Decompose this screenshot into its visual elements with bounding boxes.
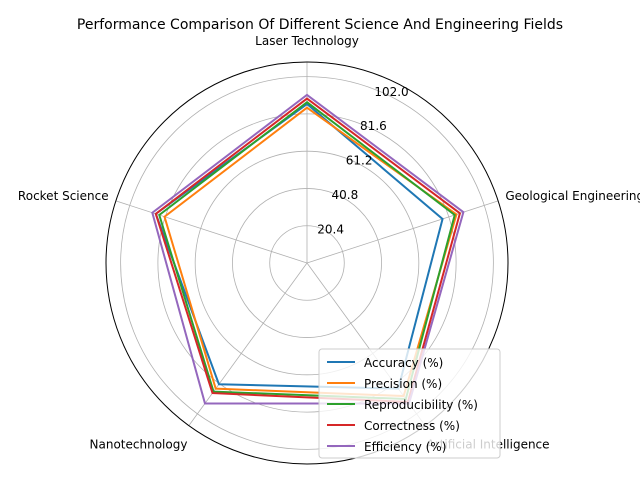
legend-label: Correctness (%)	[364, 419, 460, 433]
legend-label: Efficiency (%)	[364, 440, 446, 454]
series-line-2	[158, 100, 456, 401]
legend-label: Precision (%)	[364, 377, 442, 391]
legend-label: Accuracy (%)	[364, 356, 443, 370]
spoke-gridline	[306, 200, 499, 264]
radial-tick-label: 20.4	[317, 223, 344, 237]
grid-layer	[105, 61, 509, 465]
series-line-4	[151, 93, 465, 405]
series-layer	[151, 93, 465, 405]
spoke-gridline	[188, 262, 308, 426]
category-label: Rocket Science	[18, 189, 109, 203]
legend-box	[318, 348, 501, 459]
legend-label: Reproducibility (%)	[364, 398, 478, 412]
radial-tick-label: 81.6	[360, 119, 387, 133]
category-label: Laser Technology	[255, 34, 359, 48]
category-label: Nanotechnology	[90, 438, 188, 452]
chart-title: Performance Comparison Of Different Scie…	[77, 17, 563, 33]
radial-tick-label: 61.2	[346, 154, 373, 168]
radial-tick-label: 40.8	[332, 188, 359, 202]
series-line-3	[154, 97, 462, 403]
category-label: Geological Engineering	[505, 189, 640, 203]
radial-tick-label: 102.0	[374, 85, 408, 99]
spoke-gridline	[115, 200, 308, 264]
legend: Accuracy (%) Precision (%) Reproducibility…	[318, 348, 501, 459]
polar-frame	[105, 61, 509, 465]
